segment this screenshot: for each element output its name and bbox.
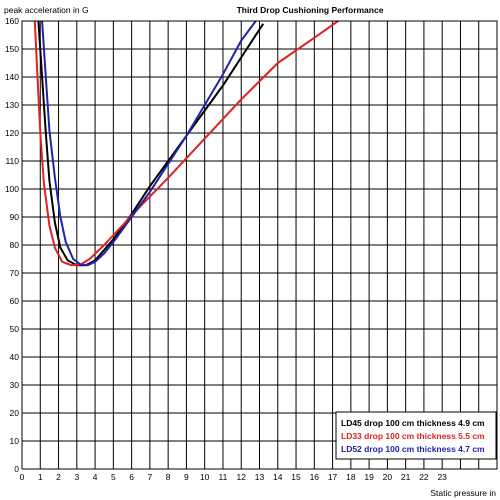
y-tick-label: 20 — [10, 408, 20, 418]
x-tick-label: 17 — [328, 472, 338, 482]
x-tick-label: 8 — [166, 472, 171, 482]
x-tick-label: 14 — [273, 472, 283, 482]
x-tick-label: 13 — [255, 472, 265, 482]
x-tick-label: 11 — [219, 472, 228, 482]
x-tick-label: 21 — [401, 472, 411, 482]
x-axis-label: Static pressure in — [430, 488, 496, 498]
x-tick-label: 6 — [129, 472, 134, 482]
y-tick-label: 60 — [10, 296, 20, 306]
tick-labels: 0 1 2 3 4 5 6 7 8 9 10 11 12 13 14 15 16 17 18 19 20 21 22 2301… — [5, 16, 447, 482]
x-tick-label: 10 — [200, 472, 210, 482]
y-tick-label: 90 — [10, 212, 20, 222]
legend-entry-2: LD52 drop 100 cm thickness 4.7 cm — [341, 444, 485, 454]
x-tick-label: 18 — [346, 472, 356, 482]
x-tick-label: 7 — [148, 472, 153, 482]
grid — [21, 20, 498, 470]
x-tick-label: 22 — [419, 472, 429, 482]
x-tick-label: 1 — [38, 472, 43, 482]
y-tick-label: 80 — [10, 240, 20, 250]
y-tick-label: 70 — [10, 268, 20, 278]
series-line-2 — [41, 20, 257, 267]
y-tick-label: 50 — [10, 324, 20, 334]
y-tick-label: 110 — [5, 156, 19, 166]
y-tick-label: 10 — [10, 436, 20, 446]
x-tick-label: 5 — [111, 472, 116, 482]
y-tick-label: 150 — [5, 44, 19, 54]
y-tick-label: 0 — [14, 464, 19, 474]
legend-entry-0: LD45 drop 100 cm thickness 4.9 cm — [341, 418, 485, 428]
series-line-0 — [37, 20, 265, 267]
legend: LD45 drop 100 cm thickness 4.9 cm LD33 dr… — [335, 411, 497, 460]
y-tick-label: 130 — [5, 100, 19, 110]
chart-title: Third Drop Cushioning Performance — [237, 5, 384, 15]
legend-box — [335, 411, 497, 460]
x-tick-label: 16 — [310, 472, 320, 482]
y-tick-label: 160 — [5, 16, 19, 26]
x-tick-label: 23 — [437, 472, 447, 482]
x-tick-label: 15 — [291, 472, 301, 482]
x-tick-label: 9 — [184, 472, 189, 482]
x-tick-label: 3 — [74, 472, 79, 482]
x-tick-label: 12 — [236, 472, 246, 482]
series-line-1 — [33, 20, 339, 267]
y-tick-label: 140 — [5, 72, 19, 82]
x-tick-label: 2 — [56, 472, 61, 482]
x-tick-label: 19 — [364, 472, 374, 482]
x-tick-label: 20 — [383, 472, 393, 482]
x-tick-label: 4 — [93, 472, 98, 482]
y-tick-label: 40 — [10, 352, 20, 362]
y-tick-label: 100 — [5, 184, 19, 194]
y-tick-label: 120 — [5, 128, 19, 138]
x-tick-label: 0 — [20, 472, 25, 482]
y-tick-label: 30 — [10, 380, 20, 390]
series-lines — [33, 20, 339, 267]
plot-frame — [21, 20, 498, 470]
y-axis-label: peak acceleration in G — [4, 5, 89, 15]
legend-entry-1: LD33 drop 100 cm thickness 5.5 cm — [341, 431, 485, 441]
